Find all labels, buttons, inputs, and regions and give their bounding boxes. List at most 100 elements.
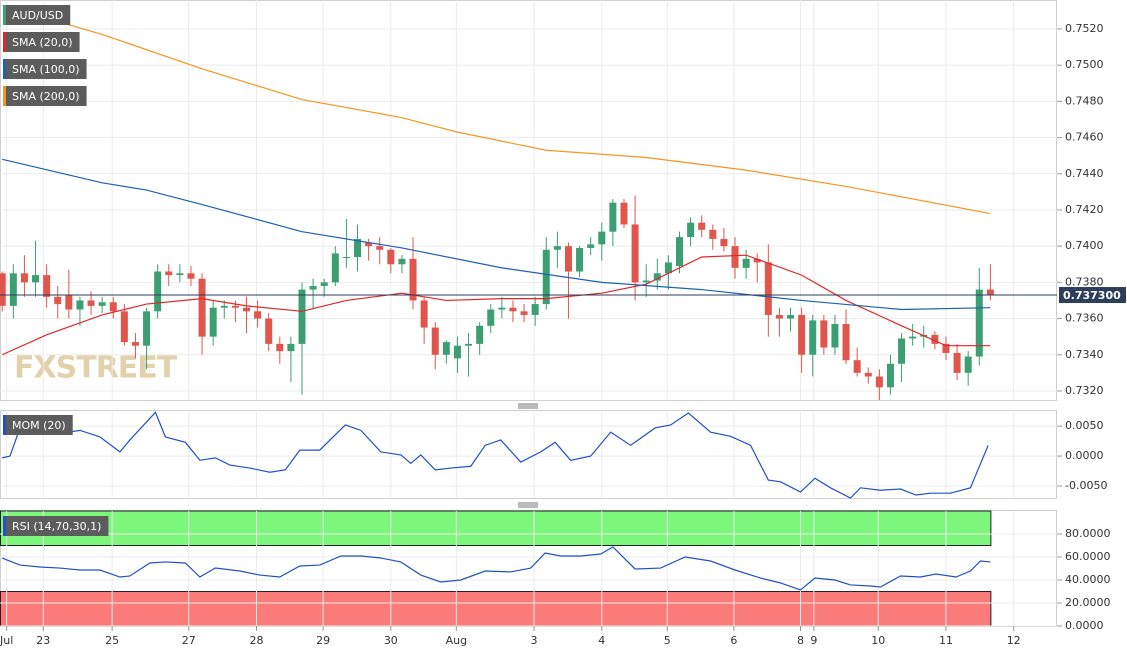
candle-body <box>676 237 683 267</box>
x-tick-label: 5 <box>664 634 671 647</box>
candle-body <box>775 314 783 319</box>
x-tick-label: Jul <box>0 634 13 647</box>
candle-body <box>831 323 839 348</box>
candle-body <box>209 307 217 337</box>
candle-body <box>420 300 428 328</box>
candle-body <box>165 271 173 276</box>
candle-body <box>520 311 528 315</box>
candle-body <box>276 343 284 352</box>
mom-panel <box>0 410 1057 499</box>
y-tick-label: 60.0000 <box>1065 550 1111 563</box>
x-tick-label: 9 <box>810 634 817 647</box>
candle-body <box>54 296 62 305</box>
candle-body <box>442 342 450 355</box>
candle-body <box>320 282 328 286</box>
legend-item: SMA (100,0) <box>3 59 87 79</box>
candle-body <box>709 229 717 239</box>
candle-body <box>631 224 639 283</box>
series-line <box>2 4 991 215</box>
legend-item: AUD/USD <box>3 5 71 25</box>
x-tick-label: 23 <box>36 634 50 647</box>
candle-body <box>65 295 73 310</box>
candle-body <box>731 246 739 268</box>
candle-body <box>609 202 617 232</box>
legend-label: AUD/USD <box>12 9 63 22</box>
grid <box>0 410 1057 498</box>
y-tick-label: 0.7440 <box>1065 167 1104 180</box>
candle-body <box>220 305 228 308</box>
candle-body <box>853 360 861 373</box>
candle-body <box>309 285 317 290</box>
candle-body <box>642 280 650 283</box>
candle-body <box>453 345 461 359</box>
candle-body <box>265 318 273 344</box>
x-tick-label: 10 <box>871 634 885 647</box>
x-tick-label: 27 <box>182 634 196 647</box>
candle-body <box>187 273 195 279</box>
legend-label: SMA (200,0) <box>12 90 80 103</box>
candle-body <box>975 289 983 357</box>
candle-body <box>531 304 539 315</box>
candle-body <box>20 273 28 283</box>
candle-body <box>143 311 151 346</box>
x-tick-label: 28 <box>249 634 263 647</box>
legend-box <box>3 32 80 52</box>
candle-body <box>564 246 572 272</box>
candle-body <box>942 343 950 353</box>
candle-body <box>0 273 6 306</box>
candle-body <box>409 258 417 301</box>
candle-body <box>653 273 661 281</box>
x-tick-label: 3 <box>531 634 538 647</box>
x-tick-label: 30 <box>384 634 398 647</box>
candle-body <box>287 343 295 352</box>
legend-box <box>3 86 87 106</box>
series-line <box>2 411 989 499</box>
legend-box <box>3 59 87 79</box>
series-line <box>1 546 991 591</box>
candle-body <box>465 343 473 346</box>
candle-body <box>98 302 106 306</box>
candle-body <box>864 372 872 377</box>
candle-body <box>376 246 384 250</box>
y-tick-label: 0.0000 <box>1065 619 1104 632</box>
x-tick-label: 29 <box>316 634 330 647</box>
candle-body <box>365 242 373 247</box>
candle-body <box>909 336 917 339</box>
candle-body <box>398 258 406 265</box>
candle-body <box>476 325 484 344</box>
last-price-label: 0.737300 <box>1063 289 1121 302</box>
candle-body <box>498 307 506 310</box>
series-line <box>1 254 991 356</box>
legend-swatch <box>3 59 6 79</box>
candle-body <box>43 275 51 297</box>
legend-item: SMA (20,0) <box>3 32 80 52</box>
candle-body <box>509 307 517 312</box>
legend-item: SMA (200,0) <box>3 86 87 106</box>
y-tick-label: 0.0050 <box>1065 419 1104 432</box>
y-tick-label: 0.7500 <box>1065 58 1104 71</box>
grid <box>0 510 1057 627</box>
candle-body <box>32 275 40 283</box>
legend-label: SMA (100,0) <box>12 63 80 76</box>
candle-body <box>553 246 561 250</box>
y-tick-label: 80.0000 <box>1065 527 1111 540</box>
y-tick-label: 0.7340 <box>1065 348 1104 361</box>
candle-body <box>986 289 994 296</box>
candle-body <box>542 249 550 305</box>
y-tick-label: 0.7380 <box>1065 275 1104 288</box>
legend-box <box>3 5 71 25</box>
x-tick-label: 11 <box>939 634 953 647</box>
candle-body <box>809 320 817 355</box>
candle-body <box>331 253 339 283</box>
legend-swatch <box>3 86 6 106</box>
candle-body <box>387 249 395 265</box>
candle-body <box>242 307 250 312</box>
candle-body <box>342 257 350 259</box>
x-tick-label: 12 <box>1007 634 1021 647</box>
y-tick-label: 0.0000 <box>1065 449 1104 462</box>
y-tick-label: 0.7360 <box>1065 312 1104 325</box>
legend-swatch <box>3 5 6 25</box>
y-tick-label: 0.7480 <box>1065 94 1104 107</box>
legend-swatch <box>3 32 6 52</box>
